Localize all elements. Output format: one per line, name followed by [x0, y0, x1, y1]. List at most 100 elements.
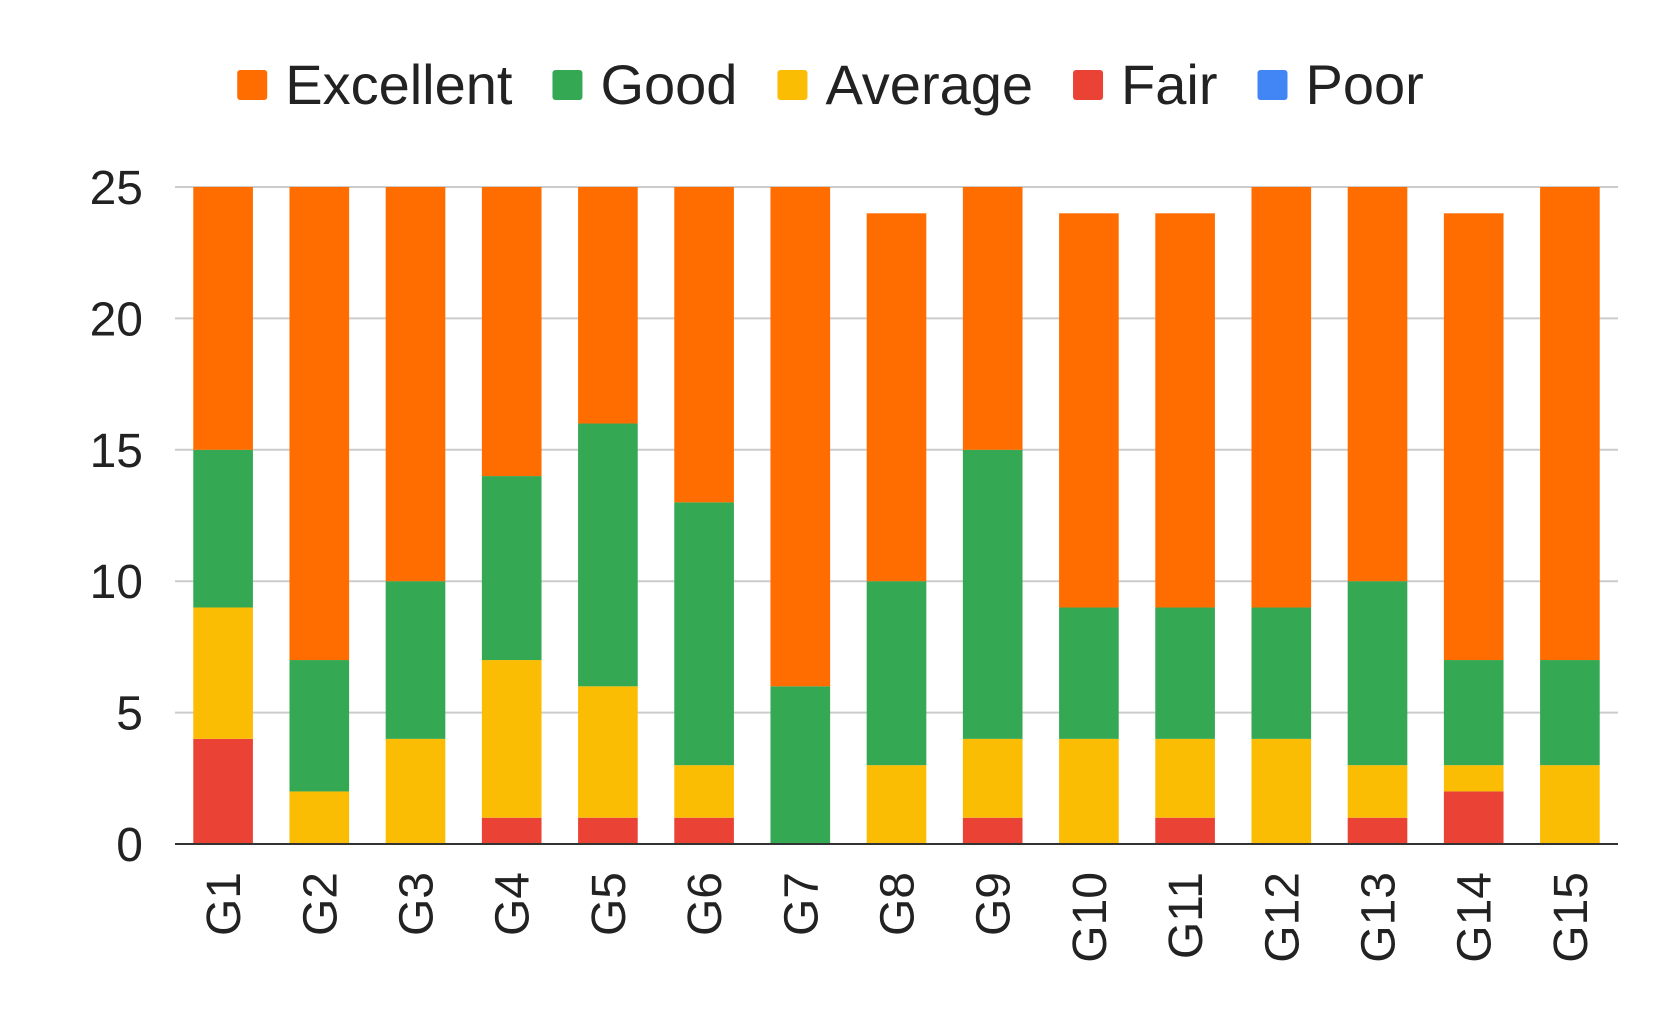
- x-tick-label: G15: [1545, 872, 1598, 963]
- y-tick-label: 0: [116, 819, 143, 872]
- bar-segment-good: [1059, 607, 1119, 739]
- bar-segment-excellent: [1347, 187, 1408, 582]
- bar-segment-excellent: [1251, 187, 1312, 608]
- bar-segment-average: [1251, 738, 1312, 844]
- legend: Excellent Good Average Fair Poor: [237, 53, 1424, 116]
- bar-segment-fair: [1155, 817, 1215, 844]
- legend-label-excellent: Excellent: [285, 53, 513, 116]
- bar-stack-g8: [866, 213, 927, 844]
- bar-segment-excellent: [962, 187, 1023, 450]
- legend-swatch-poor: [1257, 70, 1288, 100]
- bar-segment-excellent: [1540, 187, 1600, 661]
- x-tick-label: G6: [679, 872, 732, 936]
- x-tick-label: G13: [1353, 872, 1406, 963]
- x-tick-label: G10: [1064, 872, 1117, 963]
- bar-segment-fair: [193, 738, 253, 844]
- bar-segment-good: [1251, 607, 1312, 739]
- bar-segment-fair: [674, 817, 734, 844]
- x-tick-label: G7: [775, 872, 828, 936]
- bar-segment-fair: [1443, 791, 1504, 844]
- y-tick-label: 5: [116, 688, 143, 741]
- x-axis-tick-labels: G1 G2 G3 G4 G5 G6 G7 G8 G9 G10 G11 G12 G13 G14 G15: [198, 872, 1598, 963]
- bar-stack-g9: [962, 187, 1023, 844]
- bar-segment-average: [1443, 765, 1504, 792]
- bar-segment-average: [674, 765, 734, 818]
- bar-segment-good: [385, 581, 446, 739]
- x-tick-label: G8: [872, 872, 925, 936]
- bar-segment-excellent: [770, 187, 831, 687]
- bar-segment-average: [1155, 738, 1215, 818]
- bar-stack-g13: [1347, 187, 1408, 844]
- bar-segment-good: [193, 449, 253, 608]
- bar-segment-good: [674, 502, 734, 766]
- bar-stack-g12: [1251, 187, 1312, 844]
- bar-segment-average: [1059, 738, 1119, 844]
- y-tick-label: 25: [90, 162, 143, 215]
- bar-segment-fair: [962, 817, 1023, 844]
- bar-segment-fair: [481, 817, 542, 844]
- bar-segment-good: [1155, 607, 1215, 739]
- legend-swatch-average: [777, 70, 808, 100]
- legend-label-good: Good: [600, 53, 737, 116]
- bar-segment-good: [770, 686, 831, 844]
- bar-segment-average: [866, 765, 927, 844]
- x-tick-label: G3: [391, 872, 444, 936]
- bar-segment-good: [1540, 660, 1600, 766]
- bar-segment-excellent: [1443, 213, 1504, 661]
- bar-segment-excellent: [1059, 213, 1119, 608]
- bar-segment-good: [1347, 581, 1408, 766]
- bar-segment-average: [962, 738, 1023, 818]
- y-tick-label: 20: [90, 293, 143, 346]
- bar-stack-g6: [674, 187, 734, 844]
- legend-label-poor: Poor: [1305, 53, 1423, 116]
- bar-stack-g1: [193, 187, 253, 844]
- bar-segment-good: [866, 581, 927, 766]
- legend-label-average: Average: [825, 53, 1033, 116]
- bar-segment-fair: [578, 817, 638, 844]
- y-tick-label: 15: [90, 425, 143, 478]
- legend-swatch-good: [552, 70, 583, 100]
- bar-segment-good: [578, 423, 638, 687]
- bar-stack-g2: [289, 187, 350, 844]
- bar-segment-excellent: [289, 187, 350, 661]
- bar-segment-average: [1540, 765, 1600, 844]
- bar-stack-g11: [1155, 213, 1215, 844]
- bar-stack-g15: [1540, 187, 1600, 844]
- y-axis-tick-labels: 0 5 10 15 20 25: [90, 162, 143, 872]
- x-tick-label: G1: [198, 872, 251, 936]
- bar-segment-average: [481, 660, 542, 818]
- bar-stack-g3: [385, 187, 446, 844]
- bar-stack-g10: [1059, 213, 1119, 844]
- legend-label-fair: Fair: [1121, 53, 1217, 116]
- bar-segment-excellent: [481, 187, 542, 477]
- bar-segment-excellent: [193, 187, 253, 450]
- bar-segment-good: [1443, 660, 1504, 766]
- legend-swatch-fair: [1073, 70, 1104, 100]
- bar-segment-good: [289, 660, 350, 792]
- y-tick-label: 10: [90, 556, 143, 609]
- bar-segment-good: [962, 449, 1023, 739]
- x-tick-label: G11: [1160, 872, 1213, 959]
- bar-segment-average: [385, 738, 446, 844]
- bars: [193, 187, 1600, 844]
- bar-segment-average: [578, 686, 638, 818]
- bar-stack-g14: [1443, 213, 1504, 844]
- bar-segment-fair: [1347, 817, 1408, 844]
- bar-segment-excellent: [674, 187, 734, 503]
- x-tick-label: G9: [968, 872, 1021, 936]
- bar-segment-average: [1347, 765, 1408, 818]
- x-tick-label: G4: [487, 872, 540, 936]
- bar-stack-g7: [770, 187, 831, 844]
- x-tick-label: G5: [583, 872, 636, 936]
- bar-segment-excellent: [1155, 213, 1215, 608]
- legend-swatch-excellent: [237, 70, 268, 100]
- bar-segment-average: [289, 791, 350, 844]
- bar-segment-excellent: [866, 213, 927, 582]
- bar-segment-excellent: [385, 187, 446, 582]
- bar-segment-good: [481, 476, 542, 661]
- bar-segment-excellent: [578, 187, 638, 424]
- x-tick-label: G14: [1449, 872, 1502, 963]
- bar-segment-average: [193, 607, 253, 739]
- bar-stack-g4: [481, 187, 542, 844]
